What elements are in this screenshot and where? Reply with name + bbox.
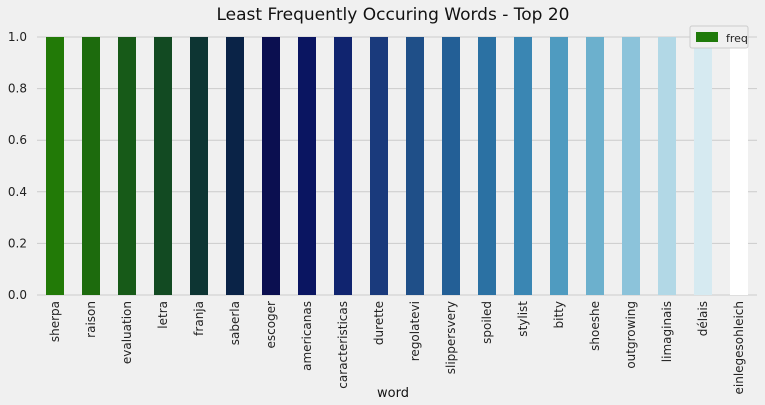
- x-tick-label: durette: [372, 301, 386, 345]
- x-tick-label: stylist: [516, 301, 530, 337]
- legend-label-freq: freq: [726, 32, 748, 45]
- bar-2: [118, 37, 136, 295]
- bar-13: [514, 37, 532, 295]
- bar-10: [406, 37, 424, 295]
- y-tick-label: 0.0: [8, 288, 27, 302]
- bar-9: [370, 37, 388, 295]
- legend-box: [689, 25, 749, 49]
- bar-3: [154, 37, 172, 295]
- x-tick-label: spoiled: [480, 301, 494, 344]
- bars: [46, 37, 748, 295]
- x-tick-label: sherpa: [48, 301, 62, 342]
- x-tick-label: regolatevi: [408, 301, 422, 361]
- bar-14: [550, 37, 568, 295]
- bar-8: [334, 37, 352, 295]
- x-tick-label: raison: [84, 301, 98, 338]
- bar-19: [730, 37, 748, 295]
- x-tick-label: einlegesohleich: [732, 301, 746, 395]
- bar-11: [442, 37, 460, 295]
- x-axis-ticks: sherpa raison evaluation letra franja saberla…: [48, 301, 746, 395]
- x-tick-label: americanas: [300, 301, 314, 371]
- x-tick-label: délais: [696, 301, 710, 336]
- x-tick-label: evaluation: [120, 301, 134, 364]
- bar-18: [694, 37, 712, 295]
- y-axis-ticks: 0.0 0.2 0.4 0.6 0.8 1.0: [8, 30, 27, 302]
- bar-0: [46, 37, 64, 295]
- x-axis-label: word: [377, 386, 409, 401]
- bar-15: [586, 37, 604, 295]
- x-tick-label: caracteristicas: [336, 301, 350, 389]
- x-tick-label: bitty: [552, 301, 566, 328]
- bar-1: [82, 37, 100, 295]
- bar-12: [478, 37, 496, 295]
- bar-6: [262, 37, 280, 295]
- x-tick-label: outgrowing: [624, 301, 638, 369]
- chart-title: Least Frequently Occuring Words - Top 20: [217, 5, 570, 25]
- x-tick-label: escoger: [264, 301, 278, 349]
- y-tick-label: 0.4: [8, 185, 27, 199]
- legend-swatch: [696, 32, 718, 42]
- x-tick-label: saberla: [228, 301, 242, 345]
- bar-17: [658, 37, 676, 295]
- x-tick-label: letra: [156, 301, 170, 329]
- bar-16: [622, 37, 640, 295]
- y-tick-label: 0.2: [8, 236, 27, 250]
- legend: freq: [689, 25, 749, 49]
- x-tick-label: limaginais: [660, 301, 674, 362]
- bar-5: [226, 37, 244, 295]
- y-tick-label: 0.8: [8, 82, 27, 96]
- bar-4: [190, 37, 208, 295]
- y-tick-label: 0.6: [8, 133, 27, 147]
- x-tick-label: slippersvery: [444, 301, 458, 374]
- bar-7: [298, 37, 316, 295]
- y-tick-label: 1.0: [8, 30, 27, 44]
- x-tick-label: franja: [192, 301, 206, 336]
- x-tick-label: shoeshe: [588, 301, 602, 351]
